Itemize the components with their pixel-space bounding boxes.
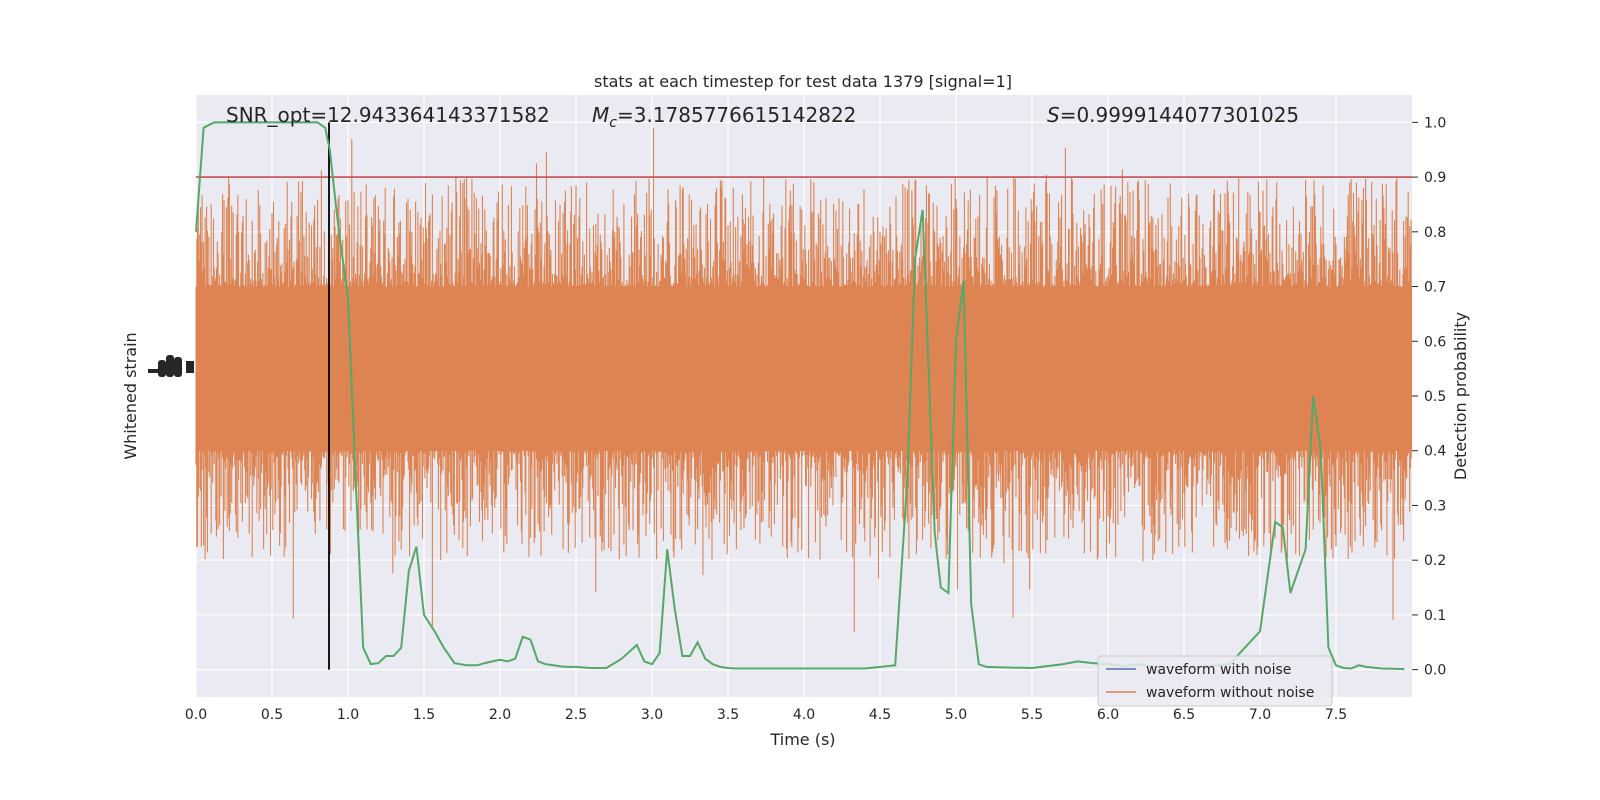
strain-trace xyxy=(195,127,1412,632)
x-tick-label: 5.0 xyxy=(945,707,967,723)
y-axis-label-left: Whitened strain xyxy=(121,332,140,459)
chirp-mass-annotation: Mc=3.1785776615142822 xyxy=(592,103,856,131)
y-tick-label: 0.7 xyxy=(1424,280,1446,296)
legend-box xyxy=(1097,655,1333,707)
chirp-mass-symbol: M xyxy=(592,103,609,127)
y-tick-label: 1.0 xyxy=(1424,115,1446,131)
y-tick-label: 0.0 xyxy=(1424,663,1446,679)
y-tick-label: 0.5 xyxy=(1424,389,1446,405)
y-tick-label: 0.6 xyxy=(1424,334,1446,350)
x-tick-label: 5.5 xyxy=(1021,707,1043,723)
y-tick-label: 0.3 xyxy=(1424,498,1446,514)
chirp-mass-subscript: c xyxy=(609,115,617,131)
x-tick-label: 3.0 xyxy=(641,707,663,723)
x-tick-label: 2.0 xyxy=(489,707,511,723)
x-tick-label: 4.0 xyxy=(793,707,815,723)
x-tick-label: 6.0 xyxy=(1097,707,1119,723)
strain-series xyxy=(195,127,1412,632)
y-tick-label: 0.8 xyxy=(1424,225,1446,241)
legend-label-with-noise: waveform with noise xyxy=(1146,662,1291,678)
x-tick-label: 1.5 xyxy=(413,707,435,723)
s-annotation: S=0.9999144077301025 xyxy=(1047,103,1299,127)
y-ticks-right: 0.0 0.1 0.2 0.3 0.4 0.5 0.6 0.7 0.8 0.9 1.0 xyxy=(1412,115,1446,679)
x-tick-label: 2.5 xyxy=(565,707,587,723)
chart-title: stats at each timestep for test data 137… xyxy=(594,72,1012,91)
chirp-mass-value: =3.1785776615142822 xyxy=(617,103,856,127)
x-tick-label: 6.5 xyxy=(1173,707,1195,723)
y-tick-label: 0.1 xyxy=(1424,608,1446,624)
y-tick-label: 0.9 xyxy=(1424,170,1446,186)
x-tick-label: 0.0 xyxy=(185,707,207,723)
legend-label-without-noise: waveform without noise xyxy=(1146,685,1314,701)
x-axis-label: Time (s) xyxy=(769,730,835,749)
x-tick-label: 7.5 xyxy=(1325,707,1347,723)
x-tick-label: 7.0 xyxy=(1249,707,1271,723)
left-axis-tick-cluster xyxy=(148,355,194,377)
s-value: =0.9999144077301025 xyxy=(1060,103,1299,127)
y-axis-label-right: Detection probability xyxy=(1451,312,1470,480)
y-tick-label: 0.4 xyxy=(1424,444,1446,460)
x-tick-label: 3.5 xyxy=(717,707,739,723)
legend: waveform with noise waveform without noi… xyxy=(1097,655,1333,707)
snr-annotation: SNR_opt=12.943364143371582 xyxy=(226,103,550,127)
x-tick-label: 4.5 xyxy=(869,707,891,723)
s-symbol: S xyxy=(1047,103,1060,127)
y-tick-label: 0.2 xyxy=(1424,553,1446,569)
x-tick-label: 1.0 xyxy=(337,707,359,723)
x-tick-label: 0.5 xyxy=(261,707,283,723)
x-ticks: 0.0 0.5 1.0 1.5 2.0 2.5 3.0 3.5 4.0 4.5 5.0 5.5 6.0 6… xyxy=(185,707,1347,723)
